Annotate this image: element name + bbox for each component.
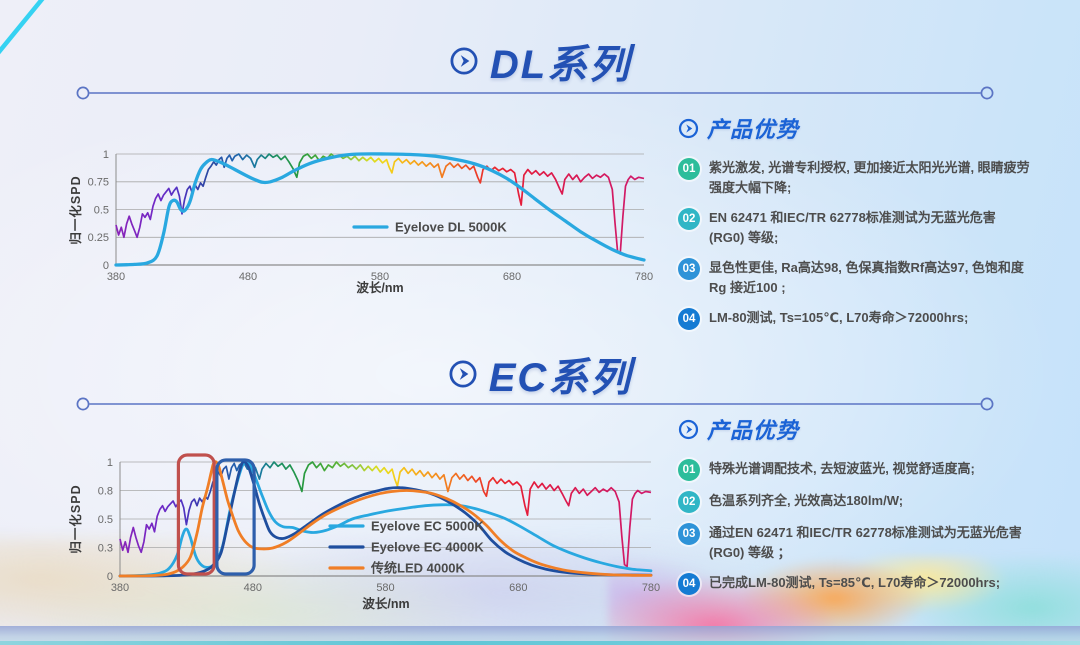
advantage-text: 通过EN 62471 和IEC/TR 62778标准测试为无蓝光危害 (RG0)… bbox=[709, 525, 1022, 560]
list-item: 01 特殊光谱调配技术, 去短波蓝光, 视觉舒适度高; bbox=[678, 459, 1030, 481]
dl-advantages-list: 01 紫光激发, 光谱专利授权, 更加接近太阳光光谱, 眼睛疲劳强度大幅下降; … bbox=[678, 158, 1030, 330]
legend-label: Eyelove DL 5000K bbox=[395, 220, 507, 235]
x-axis-title: 波长/nm bbox=[356, 280, 403, 295]
ec-spectrum-chart: 0 0.3 0.5 0.8 1 380 480 580 680 780 波长/nm 归一化SPD Eye… bbox=[68, 453, 660, 611]
x-tick-labels: 380 480 580 680 780 bbox=[111, 582, 660, 594]
number-badge: 01 bbox=[678, 459, 700, 481]
list-item: 03 通过EN 62471 和IEC/TR 62778标准测试为无蓝光危害 (R… bbox=[678, 523, 1030, 563]
y-axis-title: 归一化SPD bbox=[68, 175, 83, 244]
series-太阳光光谱 bbox=[115, 153, 645, 255]
svg-text:380: 380 bbox=[107, 271, 125, 283]
advantage-text: 紫光激发, 光谱专利授权, 更加接近太阳光光谱, 眼睛疲劳强度大幅下降; bbox=[709, 160, 1030, 195]
y-tick-labels: 0 0.3 0.5 0.8 1 bbox=[98, 457, 113, 583]
list-item: 02 EN 62471 和IEC/TR 62778标准测试为无蓝光危害 (RG0… bbox=[678, 208, 1030, 248]
arrow-circle-icon bbox=[678, 118, 699, 138]
ec-section-title: EC系列 bbox=[488, 356, 633, 400]
svg-text:0.3: 0.3 bbox=[98, 542, 113, 554]
bottom-teal-strip bbox=[0, 641, 1080, 645]
dl-spectrum-chart: 0 0.25 0.5 0.75 1 380 480 580 680 780 波长/nm 归一化SPD E… bbox=[68, 149, 653, 295]
dl-advantages: 产品优势 01 紫光激发, 光谱专利授权, 更加接近太阳光光谱, 眼睛疲劳强度大… bbox=[678, 112, 1030, 340]
advantage-text: 特殊光谱调配技术, 去短波蓝光, 视觉舒适度高; bbox=[709, 461, 975, 476]
advantage-text: LM-80测试, Ts=105℃, L70寿命＞72000hrs; bbox=[709, 310, 969, 325]
ec-advantages-title: 产品优势 bbox=[707, 418, 800, 443]
series-eyelove-dl-5000k bbox=[114, 152, 646, 267]
x-axis-title: 波长/nm bbox=[362, 596, 409, 611]
svg-text:680: 680 bbox=[503, 271, 521, 283]
series-太阳光光谱 bbox=[119, 461, 652, 568]
svg-text:0: 0 bbox=[107, 571, 113, 583]
ec-section-title-row: EC系列 bbox=[0, 345, 1080, 403]
y-axis-title: 归一化SPD bbox=[68, 484, 83, 553]
svg-text:1: 1 bbox=[103, 149, 109, 161]
dl-section-title-row: DL系列 bbox=[0, 32, 1080, 90]
arrow-circle-icon bbox=[449, 360, 477, 388]
number-badge: 02 bbox=[678, 208, 700, 230]
dl-section-title: DL系列 bbox=[489, 43, 632, 87]
svg-text:480: 480 bbox=[239, 271, 257, 283]
legend: Eyelove DL 5000K bbox=[352, 220, 507, 235]
svg-text:780: 780 bbox=[635, 271, 653, 283]
number-badge: 03 bbox=[678, 523, 700, 545]
number-badge: 02 bbox=[678, 491, 700, 513]
advantage-text: EN 62471 和IEC/TR 62778标准测试为无蓝光危害 (RG0) 等… bbox=[709, 210, 996, 245]
svg-text:380: 380 bbox=[111, 582, 129, 594]
svg-text:580: 580 bbox=[371, 271, 389, 283]
arrow-circle-icon bbox=[678, 419, 699, 439]
corner-accent-line bbox=[0, 0, 45, 55]
ec-advantages-header: 产品优势 bbox=[678, 413, 1030, 445]
svg-text:0.75: 0.75 bbox=[88, 177, 109, 189]
ec-divider bbox=[76, 397, 994, 411]
number-badge: 03 bbox=[678, 258, 700, 280]
dl-divider bbox=[76, 86, 994, 100]
gridlines bbox=[115, 153, 644, 266]
number-badge: 04 bbox=[678, 573, 700, 595]
svg-text:1: 1 bbox=[107, 457, 113, 469]
dl-advantages-header: 产品优势 bbox=[678, 112, 1030, 144]
series bbox=[114, 152, 646, 267]
svg-text:0.5: 0.5 bbox=[94, 204, 109, 216]
list-item: 03 显色性更佳, Ra高达98, 色保真指数Rf高达97, 色饱和度Rg 接近… bbox=[678, 258, 1030, 298]
svg-text:680: 680 bbox=[509, 582, 527, 594]
dl-advantages-title: 产品优势 bbox=[707, 117, 800, 142]
ec-advantages: 产品优势 01 特殊光谱调配技术, 去短波蓝光, 视觉舒适度高; 02 色温系列… bbox=[678, 413, 1030, 605]
legend-label: 传统LED 4000K bbox=[370, 561, 466, 576]
svg-text:0.25: 0.25 bbox=[88, 232, 109, 244]
ec-advantages-list: 01 特殊光谱调配技术, 去短波蓝光, 视觉舒适度高; 02 色温系列齐全, 光… bbox=[678, 459, 1030, 595]
legend-label: Eyelove EC 5000K bbox=[371, 519, 484, 534]
list-item: 02 色温系列齐全, 光效高达180lm/W; bbox=[678, 491, 1030, 513]
legend-label: Eyelove EC 4000K bbox=[371, 540, 484, 555]
list-item: 04 LM-80测试, Ts=105℃, L70寿命＞72000hrs; bbox=[678, 308, 1030, 330]
advantage-text: 显色性更佳, Ra高达98, 色保真指数Rf高达97, 色饱和度Rg 接近100… bbox=[709, 260, 1024, 295]
list-item: 01 紫光激发, 光谱专利授权, 更加接近太阳光光谱, 眼睛疲劳强度大幅下降; bbox=[678, 158, 1030, 198]
number-badge: 01 bbox=[678, 158, 700, 180]
svg-text:480: 480 bbox=[244, 582, 262, 594]
svg-text:0.8: 0.8 bbox=[98, 485, 113, 497]
svg-text:0.5: 0.5 bbox=[98, 514, 113, 526]
advantage-text: 已完成LM-80测试, Ts=85℃, L70寿命＞72000hrs; bbox=[709, 575, 1001, 590]
svg-text:780: 780 bbox=[642, 582, 660, 594]
arrow-circle-icon bbox=[450, 47, 478, 75]
x-tick-labels: 380 480 580 680 780 bbox=[107, 271, 653, 283]
legend: Eyelove EC 5000K Eyelove EC 4000K 传统LED 40… bbox=[328, 519, 484, 576]
number-badge: 04 bbox=[678, 308, 700, 330]
y-tick-labels: 0 0.25 0.5 0.75 1 bbox=[88, 149, 109, 272]
svg-text:580: 580 bbox=[376, 582, 394, 594]
svg-text:0: 0 bbox=[103, 260, 109, 272]
list-item: 04 已完成LM-80测试, Ts=85℃, L70寿命＞72000hrs; bbox=[678, 573, 1030, 595]
advantage-text: 色温系列齐全, 光效高达180lm/W; bbox=[709, 493, 904, 508]
